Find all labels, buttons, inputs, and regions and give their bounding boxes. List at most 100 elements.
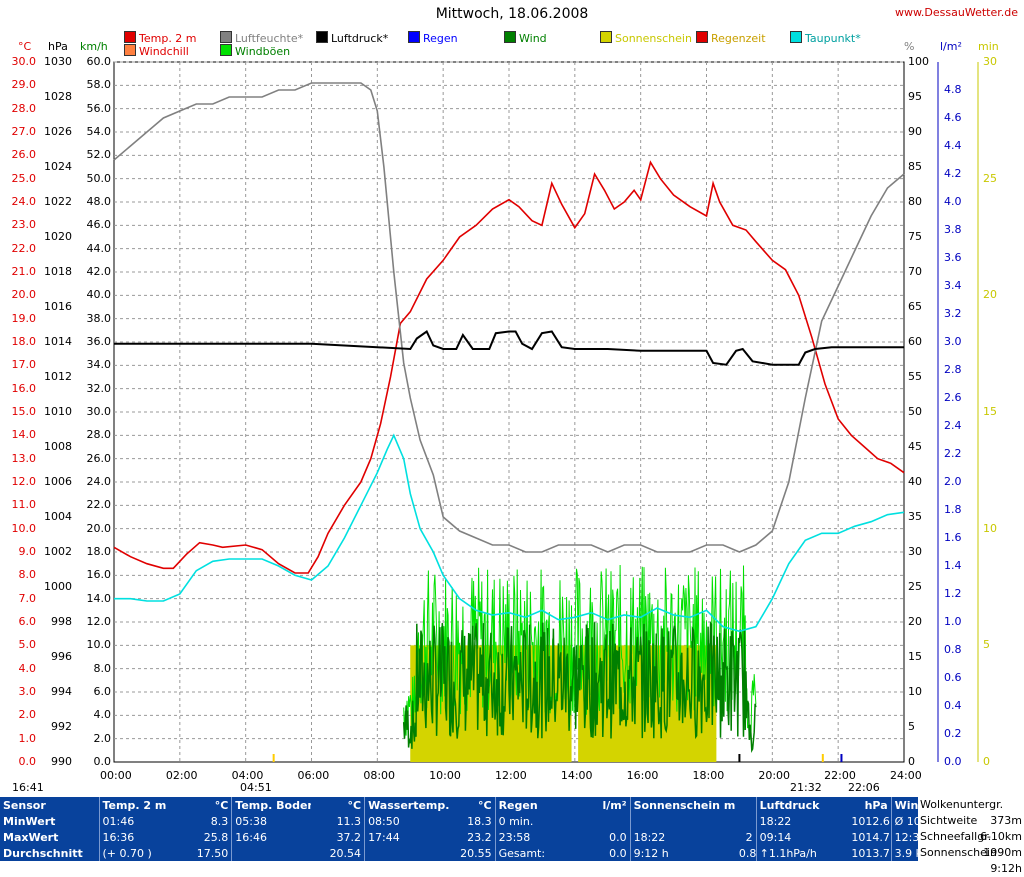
series-3	[114, 433, 905, 633]
wind-tick-label: 24.0	[86, 475, 112, 488]
sun-tick-label: 20	[983, 288, 997, 302]
temp-tick-label: 23.0	[11, 218, 37, 232]
temp-tick-label: 19.0	[11, 311, 37, 325]
extra-value: 1990m	[983, 846, 1022, 859]
rain-tick-label: 4.4	[944, 139, 962, 152]
temp-tick-label: 29.0	[11, 78, 37, 92]
legend-label: Taupunkt*	[805, 32, 861, 45]
rain-tick-label: 1.6	[944, 531, 962, 544]
wind-tick-label: 34.0	[86, 358, 112, 372]
legend-swatch	[408, 31, 420, 43]
legend-label: Temp. 2 m	[139, 32, 197, 45]
stats-max-value: 0.0	[609, 830, 627, 844]
extra-value: 9:12h	[990, 862, 1022, 875]
wind-tick-label: 2.0	[93, 731, 112, 745]
pressure-tick-label: 992	[51, 720, 72, 733]
stats-min-value: 8.3	[210, 814, 229, 828]
pressure-unit: hPa	[48, 40, 68, 53]
rain-tick-label: 2.4	[944, 419, 962, 432]
series-line	[113, 82, 905, 553]
wind-tick-label: 14.0	[86, 591, 112, 605]
pressure-tick-label: 994	[51, 685, 72, 698]
stats-avg-value: 20.55	[460, 846, 492, 860]
astro-markers	[272, 754, 843, 762]
legend-swatch	[220, 31, 232, 43]
stats-table: Sensor Temp. 2 m °C Temp. Boden °C Wassertemp…	[0, 797, 1024, 861]
stats-avg-note	[364, 845, 451, 861]
sun-tick-label: 5	[983, 638, 990, 652]
stats-unit: hPa	[864, 798, 888, 812]
rain-tick-label: 2.0	[944, 475, 962, 488]
temp-tick-label: 11.0	[11, 498, 37, 512]
wind-tick-label: 40.0	[86, 288, 112, 302]
temp-tick-label: 1.0	[18, 731, 37, 745]
stats-avg-note: ↑1.1hPa/h	[755, 845, 849, 861]
wind-tick-label: 54.0	[86, 125, 112, 138]
humidity-tick-label: 95	[908, 90, 922, 103]
x-tick-label: 14:00	[560, 769, 593, 782]
temp-tick-label: 0.0	[18, 755, 37, 768]
legend-label: Windböen	[235, 45, 291, 58]
x-tick-label: 20:00	[758, 769, 791, 782]
rain-tick-label: 0.8	[944, 643, 962, 656]
rain-tick-label: 1.8	[944, 503, 962, 516]
pressure-tick-label: 1018	[44, 265, 72, 278]
wind-tick-label: 6.0	[93, 685, 112, 698]
stats-max-time: 16:46	[231, 829, 311, 845]
legend-item: Wind	[504, 31, 547, 45]
chart-title: Mittwoch, 18.06.2008	[435, 6, 589, 22]
temp-tick-label: 16.0	[11, 381, 37, 395]
temp-tick-label: 4.0	[18, 661, 37, 675]
stats-unit: °C	[214, 798, 229, 812]
stats-avg-note: Gesamt:	[494, 845, 586, 861]
stats-avg-note	[231, 845, 311, 861]
humidity-tick-label: 85	[908, 160, 922, 173]
temp-tick-label: 14.0	[11, 428, 37, 442]
pressure-tick-label: 1026	[44, 125, 72, 138]
sun-tick-label: 15	[983, 405, 997, 418]
extra-value: 6-10km	[979, 830, 1022, 843]
temp-tick-label: 28.0	[11, 101, 37, 115]
wind-tick-label: 8.0	[93, 661, 112, 675]
legend-item: Windböen	[220, 44, 290, 58]
humidity-tick-label: 35	[908, 510, 922, 523]
stats-min-time: 0 min.	[494, 813, 586, 829]
humidity-tick-label: 20	[908, 615, 922, 628]
stats-avg-value: 1013.7	[851, 846, 890, 860]
x-tick-label: 02:00	[165, 769, 198, 782]
temp-tick-label: 7.0	[18, 591, 37, 605]
extra-value: 373m	[990, 814, 1022, 827]
stats-max-value: 1014.7	[851, 830, 890, 844]
wind-tick-label: 12.0	[86, 615, 112, 628]
stats-min-time: 18:22	[755, 813, 849, 829]
rain-tick-label: 0.4	[944, 699, 962, 712]
temp-tick-label: 5.0	[18, 638, 37, 652]
rain-tick-label: 1.0	[944, 615, 962, 628]
legend-item: Windchill	[124, 44, 189, 58]
stats-label: Durchschnitt	[3, 846, 83, 860]
humidity-tick-label: 40	[908, 475, 922, 488]
legend-label: Regenzeit	[711, 32, 766, 45]
stats-max-value: 2	[745, 830, 753, 844]
humidity-tick-label: 25	[908, 580, 922, 593]
stats-header: Sonnenschein min	[629, 797, 736, 813]
pressure-tick-label: 1022	[44, 195, 72, 208]
legend-swatch	[220, 44, 232, 56]
wind-tick-label: 30.0	[86, 405, 112, 418]
temp-tick-label: 20.0	[11, 288, 37, 302]
extra-row: Sichtweite 6-10km	[918, 813, 1024, 843]
temp-tick-label: 13.0	[11, 451, 37, 465]
stats-header: Regen	[494, 797, 586, 813]
wind-line	[402, 621, 757, 753]
wind-tick-label: 38.0	[86, 311, 112, 325]
stats-avg-value: 0.0	[609, 846, 627, 860]
site-link[interactable]: www.DessauWetter.de	[894, 6, 1018, 19]
wind-tick-label: 60.0	[86, 55, 112, 68]
stats-header: Temp. 2 m	[98, 797, 167, 813]
series-0	[113, 160, 905, 574]
temp-tick-label: 25.0	[11, 171, 37, 185]
x-tick-label: 16:00	[626, 769, 659, 782]
stats-avg-value: 0.8	[738, 846, 757, 860]
humidity-tick-label: 90	[908, 125, 922, 138]
humidity-unit: %	[904, 40, 915, 53]
